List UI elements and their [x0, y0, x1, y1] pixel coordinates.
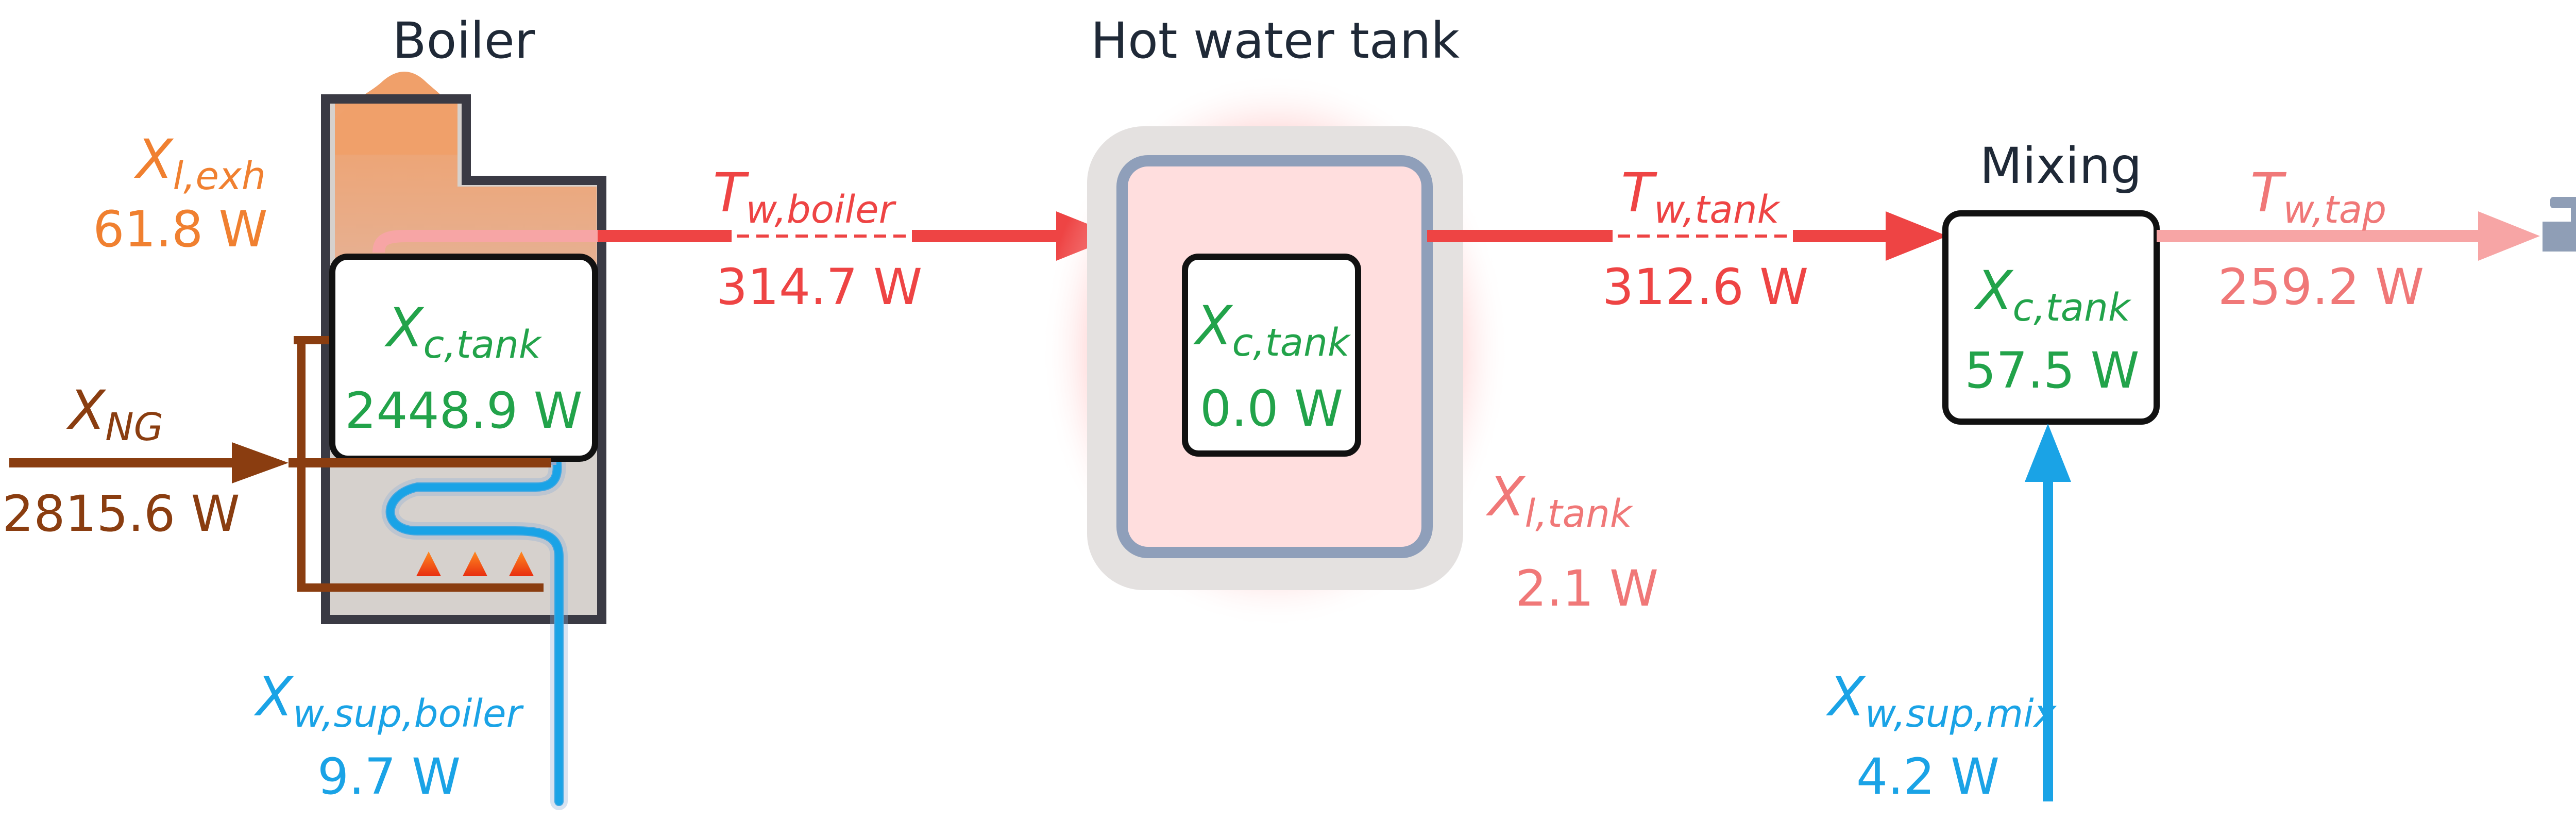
tank-consumption-box: [1182, 254, 1361, 457]
label-sub: w,tank: [1654, 188, 1781, 232]
flame-icon: [509, 551, 534, 576]
mixing: Mixing Xc,tank 57.5 W Xw,sup,mix 4.2 W: [1826, 137, 2160, 806]
tap-arrowhead: [2478, 211, 2540, 261]
label-sub: w,sup,boiler: [293, 692, 524, 736]
exhaust-label: Xl,exh: [133, 128, 266, 198]
fuel-pipe: [297, 340, 544, 592]
mixing-supply-label: Xw,sup,mix: [1826, 665, 2057, 736]
label-main: X: [253, 665, 294, 728]
label-main: T: [713, 161, 750, 224]
label-main: X: [1485, 465, 1526, 528]
label-sub: w,sup,mix: [1865, 692, 2057, 736]
boiler-to-tank-label: Tw,boiler: [713, 161, 897, 232]
label-main: X: [1826, 665, 1867, 728]
label-sub: w,tap: [2283, 188, 2386, 232]
tap-label: Tw,tap: [2250, 161, 2386, 232]
flame-icon: [416, 551, 441, 576]
label-sub: c,tank: [423, 323, 542, 367]
fuel-label: XNG: [66, 379, 163, 449]
label-sub: l,exh: [173, 154, 265, 198]
boiler-water-coil-inner: [386, 455, 563, 805]
flame-icon: [463, 551, 487, 576]
label-sub: c,tank: [2012, 286, 2131, 330]
boiler: Boiler Xc,tank 2448.9 W Xl: [2, 12, 721, 810]
tank-consumption-label: Xc,tank: [1193, 294, 1351, 365]
label-sub: w,boiler: [745, 188, 896, 232]
mixing-consumption-box: [1942, 210, 2160, 425]
label-main: X: [66, 379, 107, 442]
boiler-to-tank-value: 314.7 W: [716, 258, 922, 316]
boiler-hot-loop: [372, 230, 721, 253]
boiler-supply-label: Xw,sup,boiler: [253, 665, 524, 736]
label-sub: c,tank: [1232, 321, 1351, 365]
label-main: X: [1193, 294, 1233, 357]
mixing-supply-value: 4.2 W: [1856, 748, 1999, 806]
hot-water-tank: Hot water tank Xc,tank 0.0 W Xl,tank 2.1…: [1041, 12, 1658, 629]
boiler-consumption-label: Xc,tank: [384, 296, 543, 367]
tap-flow: Tw,tap 259.2 W: [2157, 161, 2576, 316]
boiler-to-tank-flow: Tw,boiler 314.7 W: [598, 161, 1118, 316]
tank-to-mixing-value: 312.6 W: [1602, 258, 1808, 316]
tank-to-mixing-flow: Tw,tank 312.6 W: [1427, 161, 1947, 316]
mixing-consumption-label: Xc,tank: [1973, 259, 2132, 330]
fuel-arrowhead: [232, 442, 289, 483]
flow-arrowhead: [1886, 211, 1947, 261]
label-main: T: [1621, 161, 1658, 224]
label-main: X: [1973, 259, 2014, 322]
label-main: X: [133, 128, 174, 191]
tap-value: 259.2 W: [2218, 258, 2424, 316]
tank-loss-value: 2.1 W: [1515, 560, 1658, 617]
exhaust-flame-top: [335, 72, 457, 155]
mixing-supply-arrowhead: [2025, 424, 2071, 482]
label-main: X: [384, 296, 425, 359]
exhaust-value: 61.8 W: [93, 200, 267, 258]
mixing-title: Mixing: [1980, 137, 2142, 195]
fuel-value: 2815.6 W: [2, 485, 240, 543]
tank-consumption-value: 0.0 W: [1200, 380, 1343, 438]
burner-flames: [416, 551, 534, 576]
boiler-outline: [321, 94, 606, 624]
label-sub: NG: [105, 405, 163, 449]
tank-loss-label: Xl,tank: [1485, 465, 1634, 536]
mixing-consumption-value: 57.5 W: [1964, 342, 2139, 399]
boiler-title: Boiler: [393, 12, 535, 70]
boiler-supply-value: 9.7 W: [317, 748, 461, 806]
boiler-consumption-value: 2448.9 W: [345, 382, 582, 440]
label-main: T: [2250, 161, 2287, 224]
label-sub: l,tank: [1525, 492, 1634, 536]
faucet-icon: [2543, 197, 2576, 252]
tank-to-mixing-label: Tw,tank: [1621, 161, 1781, 232]
tank-title: Hot water tank: [1091, 12, 1460, 70]
